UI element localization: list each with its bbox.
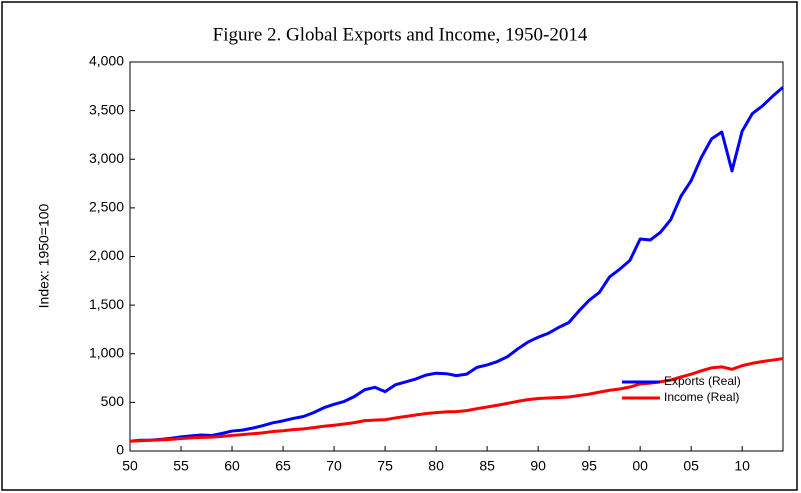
x-tick-label: 50	[122, 458, 138, 474]
x-tick-label: 60	[224, 458, 240, 474]
y-tick-label: 1,500	[89, 296, 124, 312]
x-tick-label: 85	[479, 458, 495, 474]
x-tick-label: 00	[632, 458, 648, 474]
y-tick-label: 1,000	[89, 344, 124, 360]
y-tick-label: 2,500	[89, 199, 124, 215]
x-tick-label: 10	[734, 458, 750, 474]
y-tick-label: 500	[101, 393, 125, 409]
series-line	[129, 357, 784, 443]
y-tick-label: 0	[116, 442, 124, 458]
x-tick-label: 90	[530, 458, 546, 474]
x-tick-label: 80	[428, 458, 444, 474]
x-tick-label: 75	[377, 458, 393, 474]
y-axis-label: Index: 1950=100	[36, 203, 52, 308]
x-tick-label: 70	[326, 458, 342, 474]
y-tick-label: 3,500	[89, 101, 124, 117]
x-tick-label: 95	[581, 458, 597, 474]
y-tick-label: 4,000	[89, 53, 124, 69]
x-tick-label: 65	[275, 458, 291, 474]
x-tick-label: 05	[683, 458, 699, 474]
legend-label: Exports (Real)	[664, 374, 741, 388]
y-tick-label: 2,000	[89, 247, 124, 263]
series-line	[129, 86, 784, 443]
legend-label: Income (Real)	[664, 390, 739, 404]
chart-title: Figure 2. Global Exports and Income, 195…	[213, 24, 588, 45]
x-tick-label: 55	[173, 458, 189, 474]
y-tick-label: 3,000	[89, 150, 124, 166]
